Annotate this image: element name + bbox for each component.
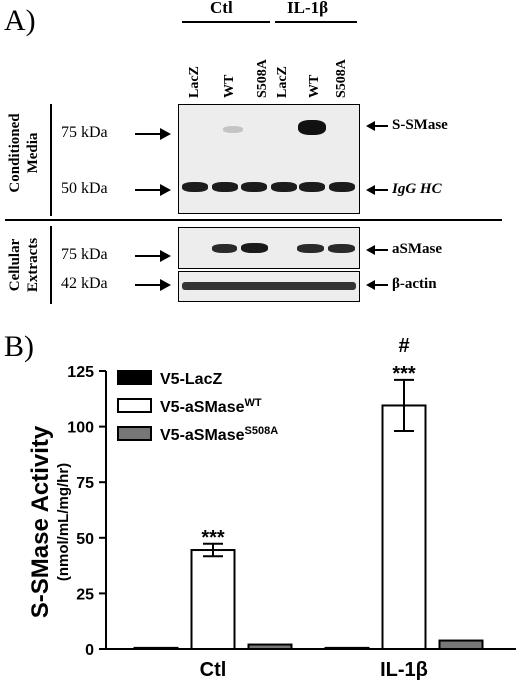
legend-label-superscript: S508A <box>245 425 279 437</box>
legend-swatch <box>117 370 152 385</box>
band-label-asmase: aSMase <box>392 241 442 257</box>
lane-label-s508a-il1b: S508A <box>334 59 349 98</box>
legend-label: V5-aSMaseS508A <box>160 425 278 444</box>
x-tick-label: Ctl <box>200 659 227 681</box>
y-axis-units: (nmol/mL/mg/hr) <box>55 463 72 581</box>
cellular-extracts-label: Cellular Extracts <box>6 224 42 306</box>
marker-arrowhead-42 <box>160 279 171 291</box>
band-arrow-asmase <box>374 249 388 251</box>
bar <box>133 646 179 651</box>
legend-label: V5-LacZ <box>160 371 222 388</box>
band-label-beta-actin: β-actin <box>392 276 437 292</box>
band-igg-4 <box>271 182 297 192</box>
bar <box>324 646 370 651</box>
conditioned-media-bracket <box>50 104 52 216</box>
band-igg-6 <box>329 182 355 192</box>
chart-svg: 0 25 50 75 100 125 S-SMase Activity (nmol/mL/mg… <box>27 335 516 681</box>
ctl-bracket-line <box>182 21 270 23</box>
lane-label-lacz-ctl: LacZ <box>187 66 202 98</box>
band-igg-2 <box>212 182 238 192</box>
legend-label-superscript: WT <box>245 397 262 409</box>
band-beta-actin <box>182 282 356 290</box>
marker-arrowhead-75-media <box>160 128 171 140</box>
y-tick-label: 75 <box>76 475 94 492</box>
bar <box>381 404 427 650</box>
marker-arrow-42 <box>135 284 161 286</box>
lane-label-lacz-il1b: LacZ <box>275 66 290 98</box>
bar <box>247 643 293 651</box>
bar-chart: 0 25 50 75 100 125 S-SMase Activity (nmol/mL/mg… <box>0 330 520 681</box>
band-arrowhead-igg <box>366 185 375 195</box>
y-tick-label: 25 <box>76 586 94 603</box>
conditioned-media-line1: Conditioned <box>7 113 23 193</box>
band-label-s-smase: S-SMase <box>392 117 448 133</box>
bar <box>438 639 484 650</box>
band-igg-3 <box>241 182 267 192</box>
marker-75kda-extracts: 75 kDa <box>61 246 108 263</box>
legend-swatch <box>117 426 152 441</box>
band-arrowhead-actin <box>366 280 375 290</box>
legend-label: V5-aSMaseWT <box>160 397 262 416</box>
cellular-extracts-bracket <box>50 226 52 304</box>
y-tick-label: 100 <box>67 420 94 437</box>
y-axis-title: S-SMase Activity <box>27 425 54 618</box>
marker-75kda-media: 75 kDa <box>61 124 108 141</box>
band-arrow-s-smase <box>374 125 388 127</box>
marker-50kda: 50 kDa <box>61 180 108 197</box>
marker-arrow-75-extracts <box>135 255 161 257</box>
marker-42kda: 42 kDa <box>61 275 108 292</box>
y-tick-label: 125 <box>67 364 94 381</box>
significance-marker: *** <box>201 527 225 549</box>
x-tick-label: IL-1β <box>380 659 428 681</box>
blot-asmase <box>178 227 360 269</box>
band-arrowhead-asmase <box>366 245 375 255</box>
conditioned-media-line2: Media <box>25 132 41 174</box>
marker-arrow-50 <box>135 189 161 191</box>
blot-beta-actin <box>178 271 360 302</box>
band-s-smase-wt-il1b <box>298 120 326 135</box>
marker-arrowhead-50 <box>160 184 171 196</box>
panel-a-label: A) <box>4 4 36 37</box>
band-arrowhead-s-smase <box>366 121 375 131</box>
significance-marker: *** <box>392 363 416 385</box>
cellular-extracts-line1: Cellular <box>7 238 23 292</box>
band-asmase-s508a-ctl <box>241 243 268 253</box>
legend-swatch <box>117 398 152 413</box>
lane-label-wt-il1b: WT <box>307 74 322 98</box>
band-label-igg-hc: IgG HC <box>392 181 442 197</box>
band-igg-1 <box>182 182 208 192</box>
band-arrow-actin <box>374 284 388 286</box>
band-arrow-igg <box>374 189 388 191</box>
significance-marker: # <box>398 335 409 357</box>
condition-ctl-label: Ctl <box>210 0 233 17</box>
bar <box>190 549 236 650</box>
y-tick-label: 0 <box>85 642 94 659</box>
conditioned-media-label: Conditioned Media <box>6 98 42 208</box>
band-asmase-wt-il1b <box>297 244 324 253</box>
band-igg-5 <box>299 182 325 192</box>
blot-conditioned-media <box>178 104 360 214</box>
lane-label-wt-ctl: WT <box>222 74 237 98</box>
marker-arrow-75-media <box>135 133 161 135</box>
band-asmase-s508a-il1b <box>328 244 355 253</box>
il1b-bracket-line <box>275 21 357 23</box>
panel-b-label: B) <box>4 330 34 363</box>
band-asmase-wt-ctl <box>212 244 237 253</box>
condition-il1b-label: IL-1β <box>287 0 329 17</box>
band-s-smase-wt-ctl <box>223 126 243 133</box>
cellular-extracts-line2: Extracts <box>25 237 41 293</box>
lane-label-s508a-ctl: S508A <box>255 59 270 98</box>
y-tick-label: 50 <box>76 531 94 548</box>
section-divider <box>5 219 502 221</box>
marker-arrowhead-75-extracts <box>160 250 171 262</box>
